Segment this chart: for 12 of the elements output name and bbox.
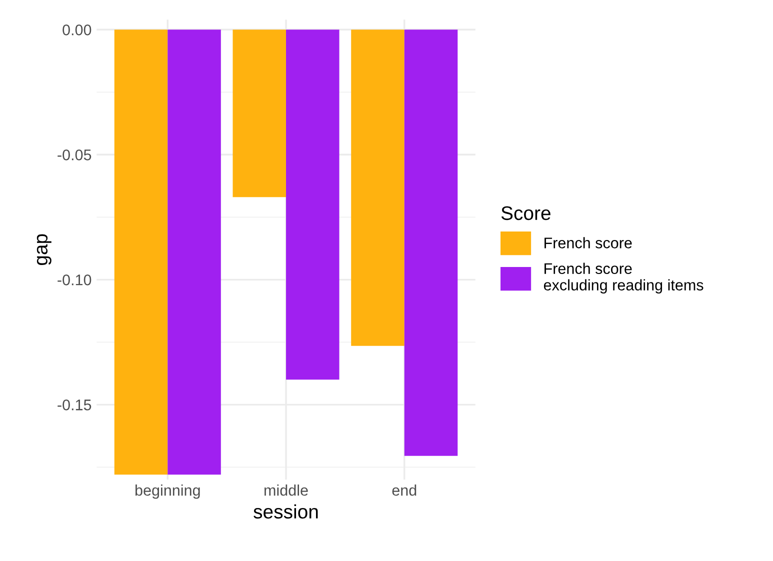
x-tick-label: middle xyxy=(264,484,308,496)
x-axis-title: session xyxy=(254,504,318,519)
legend-title: Score xyxy=(501,206,550,220)
legend-label: French score xyxy=(544,237,632,248)
y-axis-title: gap xyxy=(36,234,52,266)
y-tick-label: -0.15 xyxy=(58,400,92,410)
y-tick-label: -0.10 xyxy=(58,274,92,286)
y-tick-label: 0.00 xyxy=(62,24,92,36)
y-tick-label: -0.05 xyxy=(58,150,92,160)
legend-label: French score excluding reading items xyxy=(544,262,704,294)
x-tick-label: end xyxy=(392,484,416,496)
x-tick-label: beginning xyxy=(136,484,200,499)
